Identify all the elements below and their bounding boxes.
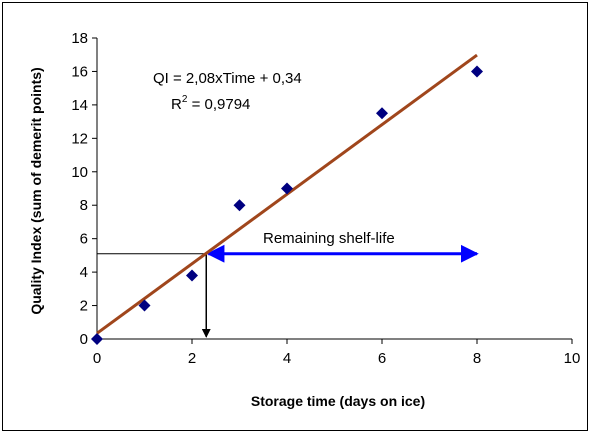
- data-point: [138, 299, 151, 312]
- x-axis-title: Storage time (days on ice): [251, 393, 425, 409]
- r-squared-label: R2 = 0,9794: [171, 94, 250, 113]
- y-tick-label: 16: [71, 63, 88, 80]
- chart-frame: 0 2 4 6 8 10 12 14 16 18 0 2 4 6 8 10 QI = 2,08xTime + …: [2, 2, 588, 431]
- x-tick-label: 6: [378, 350, 386, 367]
- data-point: [281, 182, 293, 195]
- x-tick-label: 0: [93, 350, 101, 367]
- data-point: [233, 199, 246, 212]
- y-tick-label: 18: [71, 30, 88, 47]
- chart: 0 2 4 6 8 10 12 14 16 18 0 2 4 6 8 10 QI = 2,08xTime + …: [28, 30, 580, 409]
- data-points: [91, 65, 483, 345]
- y-tick-label: 10: [71, 164, 88, 181]
- x-tick-label: 4: [283, 350, 291, 367]
- y-tick-label: 2: [80, 298, 88, 315]
- y-tick-label: 4: [80, 264, 88, 281]
- tick-labels: 0 2 4 6 8 10 12 14 16 18 0 2 4 6 8 10: [71, 30, 580, 367]
- y-tick-label: 6: [80, 231, 88, 248]
- shelf-life-guides: [97, 244, 479, 338]
- x-tick-label: 8: [473, 350, 481, 367]
- data-point: [186, 269, 198, 282]
- data-point: [471, 65, 483, 78]
- y-tick-label: 0: [80, 331, 88, 348]
- data-point: [91, 333, 103, 345]
- x-tick-label: 2: [188, 350, 196, 367]
- x-tick-label: 10: [564, 350, 581, 367]
- shelf-life-label: Remaining shelf-life: [263, 230, 395, 247]
- y-tick-label: 8: [80, 197, 88, 214]
- y-tick-label: 12: [71, 130, 88, 147]
- equation-label: QI = 2,08xTime + 0,34: [153, 70, 302, 87]
- y-tick-label: 14: [71, 97, 88, 114]
- data-point: [376, 107, 388, 120]
- y-axis-title: Quality Index (sum of demerit points): [28, 67, 44, 314]
